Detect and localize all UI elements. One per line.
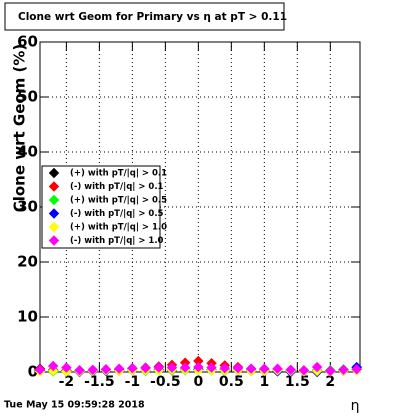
legend-marker (48, 221, 60, 233)
data-point (219, 362, 230, 374)
data-point (311, 361, 323, 373)
x-tick-label: 0.5 (219, 374, 244, 390)
data-point (285, 364, 296, 376)
y-tick-label: 50 (17, 88, 38, 106)
data-point (61, 362, 72, 373)
data-point (193, 361, 204, 373)
legend-marker (48, 208, 60, 219)
data-point (351, 364, 362, 375)
data-point (127, 362, 138, 374)
x-tick-label: 1 (259, 374, 269, 390)
data-point (166, 362, 178, 373)
x-tick-label: 0 (193, 374, 203, 390)
y-tick-label: 40 (17, 143, 38, 161)
legend-label: (+) with pT/|q| > 1.0 (70, 223, 167, 233)
data-point (153, 362, 164, 373)
legend-label: (+) with pT/|q| > 0.1 (70, 169, 167, 179)
legend: (+) with pT/|q| > 0.1 (-) with pT/|q| > 0… (41, 165, 167, 249)
y-tick-label: 20 (17, 253, 38, 271)
x-tick-label: 2 (325, 374, 335, 390)
legend-marker (48, 181, 60, 192)
data-point (338, 364, 349, 376)
x-tick-label: -1.5 (84, 374, 115, 390)
legend-label: (-) with pT/|q| > 0.5 (70, 209, 164, 219)
y-tick-label: 0 (28, 363, 38, 381)
data-point (325, 365, 336, 377)
data-point (245, 363, 257, 374)
legend-marker (48, 194, 60, 206)
legend-marker (48, 235, 60, 246)
x-tick-label: 1.5 (285, 374, 310, 390)
data-point (100, 364, 112, 375)
data-point (232, 362, 244, 374)
data-point (272, 363, 283, 374)
timestamp: Tue May 15 09:59:28 2018 (4, 400, 145, 411)
data-point (87, 364, 98, 376)
chart-title: Clone wrt Geom for Primary vs η at pT > … (18, 11, 287, 23)
legend-label: (-) with pT/|q| > 0.1 (70, 182, 164, 192)
x-tick-label: -1 (125, 374, 141, 390)
data-point (47, 360, 59, 372)
y-tick-label: 30 (17, 198, 38, 216)
legend-label: (-) with pT/|q| > 1.0 (70, 236, 164, 246)
data-point (113, 363, 125, 374)
data-point (259, 363, 270, 374)
x-tick-label: -2 (59, 374, 75, 390)
data-point (74, 365, 85, 376)
data-point (179, 362, 191, 373)
data-point (206, 362, 217, 373)
data-point (34, 364, 46, 376)
legend-marker (48, 167, 60, 179)
legend-label: (+) with pT/|q| > 0.5 (70, 196, 167, 206)
data-point (298, 365, 310, 376)
data-point (140, 362, 151, 374)
legend-box (41, 165, 161, 249)
y-tick-label: 10 (17, 308, 38, 326)
y-tick-label: 60 (17, 33, 38, 51)
x-axis-label: η (351, 398, 360, 414)
y-axis-label: Clone wrt Geom (%) (11, 44, 29, 213)
x-tick-label: -0.5 (150, 374, 181, 390)
title-box (4, 2, 285, 31)
